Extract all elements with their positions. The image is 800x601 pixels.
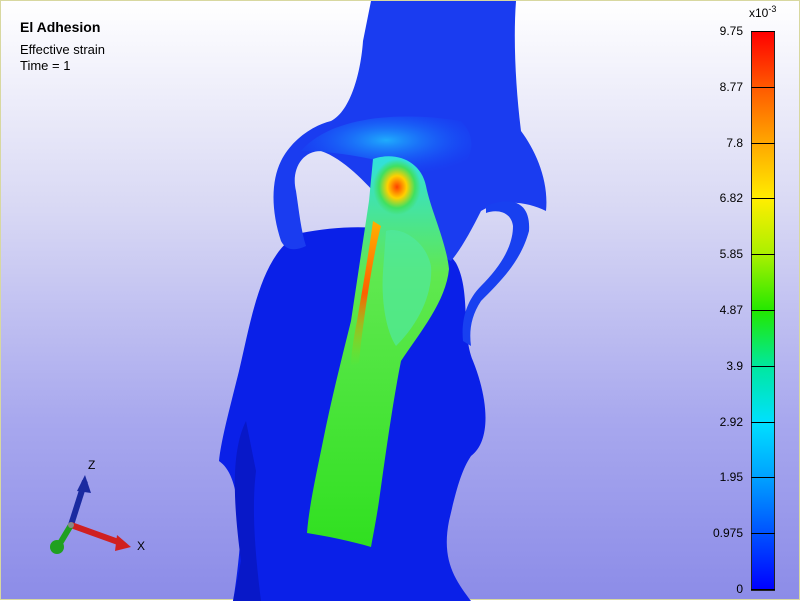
colorbar-scale-exponent: -3 — [768, 4, 777, 14]
strain-strip-inner — [382, 230, 432, 346]
colorbar-tick-line — [751, 421, 775, 423]
time-label: Time = 1 — [20, 58, 71, 73]
x-axis-label: X — [137, 539, 146, 553]
colorbar-tick-line — [751, 365, 775, 367]
colorbar-tick-label: 3.9 — [726, 358, 743, 373]
colorbar-tick-label: 1.95 — [719, 470, 743, 485]
viewer-title: El Adhesion — [20, 19, 101, 35]
colorbar-tick-label: 0.975 — [712, 526, 743, 541]
strain-strip-edge — [351, 221, 381, 366]
colorbar-tick-line — [751, 533, 775, 535]
colorbar-tick-line — [751, 477, 775, 479]
axis-triad — [50, 475, 131, 554]
colorbar-tick-label: 5.85 — [719, 247, 743, 262]
strain-hotspot — [373, 159, 421, 215]
colorbar-tick-label: 7.8 — [726, 135, 743, 150]
upper-cyan-glow — [301, 116, 472, 176]
colorbar-scale-label: x10-3 — [749, 4, 776, 20]
colorbar-tick-label: 8.77 — [719, 79, 743, 94]
colorbar-tick-label: 2.92 — [719, 414, 743, 429]
colorbar — [751, 31, 775, 591]
colorbar-tick-line — [751, 142, 775, 144]
right-band-mesh — [462, 201, 530, 346]
colorbar-tick-line — [751, 589, 775, 590]
colorbar-tick-line — [751, 310, 775, 311]
colorbar-tick-label: 6.82 — [719, 191, 743, 206]
colorbar-tick-label: 9.75 — [719, 24, 743, 38]
field-name: Effective strain — [20, 42, 106, 57]
colorbar-tick-line — [751, 86, 775, 88]
colorbar-tick-line — [751, 254, 775, 256]
colorbar-tick-line — [751, 198, 775, 200]
colorbar-tick-line — [751, 31, 775, 32]
lower-body-shade — [233, 421, 261, 601]
colorbar-scale-base: x10 — [749, 6, 769, 20]
z-axis-label: Z — [88, 458, 96, 472]
colorbar-tick-label: 0 — [736, 582, 743, 596]
colorbar-tick-label: 4.87 — [719, 303, 743, 317]
